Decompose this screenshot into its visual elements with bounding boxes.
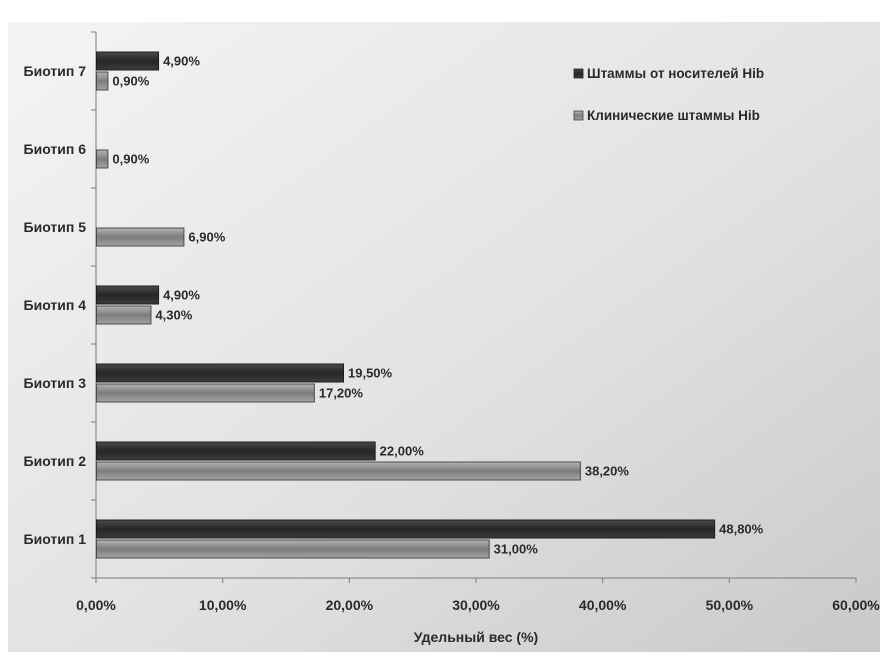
bar-series1-cat2	[96, 441, 376, 461]
data-label-series2-cat6: 0,90%	[112, 152, 149, 167]
y-axis-ticks	[91, 31, 96, 579]
bar-series2-cat4	[96, 305, 152, 325]
category-label-2: Биотип 2	[24, 453, 87, 469]
legend-swatch-carrier	[573, 68, 584, 79]
data-label-series1-cat7: 4,90%	[163, 54, 200, 69]
x-tick-label-4: 40,00%	[579, 597, 627, 613]
bar-series2-cat2	[96, 461, 581, 481]
category-label-5: Биотип 5	[24, 219, 87, 235]
x-tick-labels: 0,00% 10,00% 20,00% 30,00% 40,00% 50,00% 60,00…	[76, 597, 880, 613]
bars-group	[96, 51, 716, 559]
bar-series2-cat3	[96, 383, 315, 403]
category-label-6: Биотип 6	[24, 141, 87, 157]
data-label-series2-cat1: 31,00%	[494, 542, 539, 557]
bar-series2-cat6	[96, 149, 109, 169]
data-labels: 48,80% 31,00% 22,00% 38,20% 19,50% 17,20% 4,90…	[112, 54, 763, 557]
category-label-1: Биотип 1	[24, 531, 87, 547]
category-labels: Биотип 1 Биотип 2 Биотип 3 Биотип 4 Биотип 5…	[24, 63, 87, 547]
data-label-series1-cat1: 48,80%	[719, 522, 764, 537]
data-label-series2-cat5: 6,90%	[188, 230, 225, 245]
data-label-series1-cat4: 4,90%	[163, 288, 200, 303]
x-tick-label-6: 60,00%	[832, 597, 880, 613]
bar-chart: Биотип 1 Биотип 2 Биотип 3 Биотип 4 Биотип 5…	[8, 22, 880, 652]
category-label-7: Биотип 7	[24, 63, 87, 79]
category-label-3: Биотип 3	[24, 375, 87, 391]
x-tick-label-1: 10,00%	[199, 597, 247, 613]
bar-series2-cat7	[96, 71, 109, 91]
legend-label-carrier: Штаммы от носителей Hib	[587, 66, 764, 81]
chart-frame: Биотип 1 Биотип 2 Биотип 3 Биотип 4 Биотип 5…	[8, 22, 880, 652]
x-tick-label-2: 20,00%	[326, 597, 374, 613]
x-axis-title: Удельный вес (%)	[414, 629, 538, 645]
x-tick-label-3: 30,00%	[452, 597, 500, 613]
data-label-series1-cat2: 22,00%	[380, 444, 425, 459]
data-label-series2-cat2: 38,20%	[585, 464, 630, 479]
bar-series1-cat3	[96, 363, 344, 383]
bar-series1-cat7	[96, 51, 160, 71]
data-label-series2-cat3: 17,20%	[319, 386, 364, 401]
bar-series1-cat1	[96, 519, 716, 539]
x-axis-ticks	[95, 578, 857, 583]
legend-swatch-clinical	[573, 110, 584, 121]
legend: Штаммы от носителей Hib Клинические штам…	[573, 66, 764, 123]
legend-label-clinical: Клинические штаммы Hib	[587, 108, 760, 123]
data-label-series2-cat4: 4,30%	[155, 308, 192, 323]
bar-series2-cat1	[96, 539, 490, 559]
data-label-series2-cat7: 0,90%	[112, 74, 149, 89]
bar-series2-cat5	[96, 227, 185, 247]
x-tick-label-0: 0,00%	[76, 597, 116, 613]
bar-series1-cat4	[96, 285, 160, 305]
x-tick-label-5: 50,00%	[706, 597, 754, 613]
data-label-series1-cat3: 19,50%	[348, 366, 393, 381]
category-label-4: Биотип 4	[24, 297, 87, 313]
